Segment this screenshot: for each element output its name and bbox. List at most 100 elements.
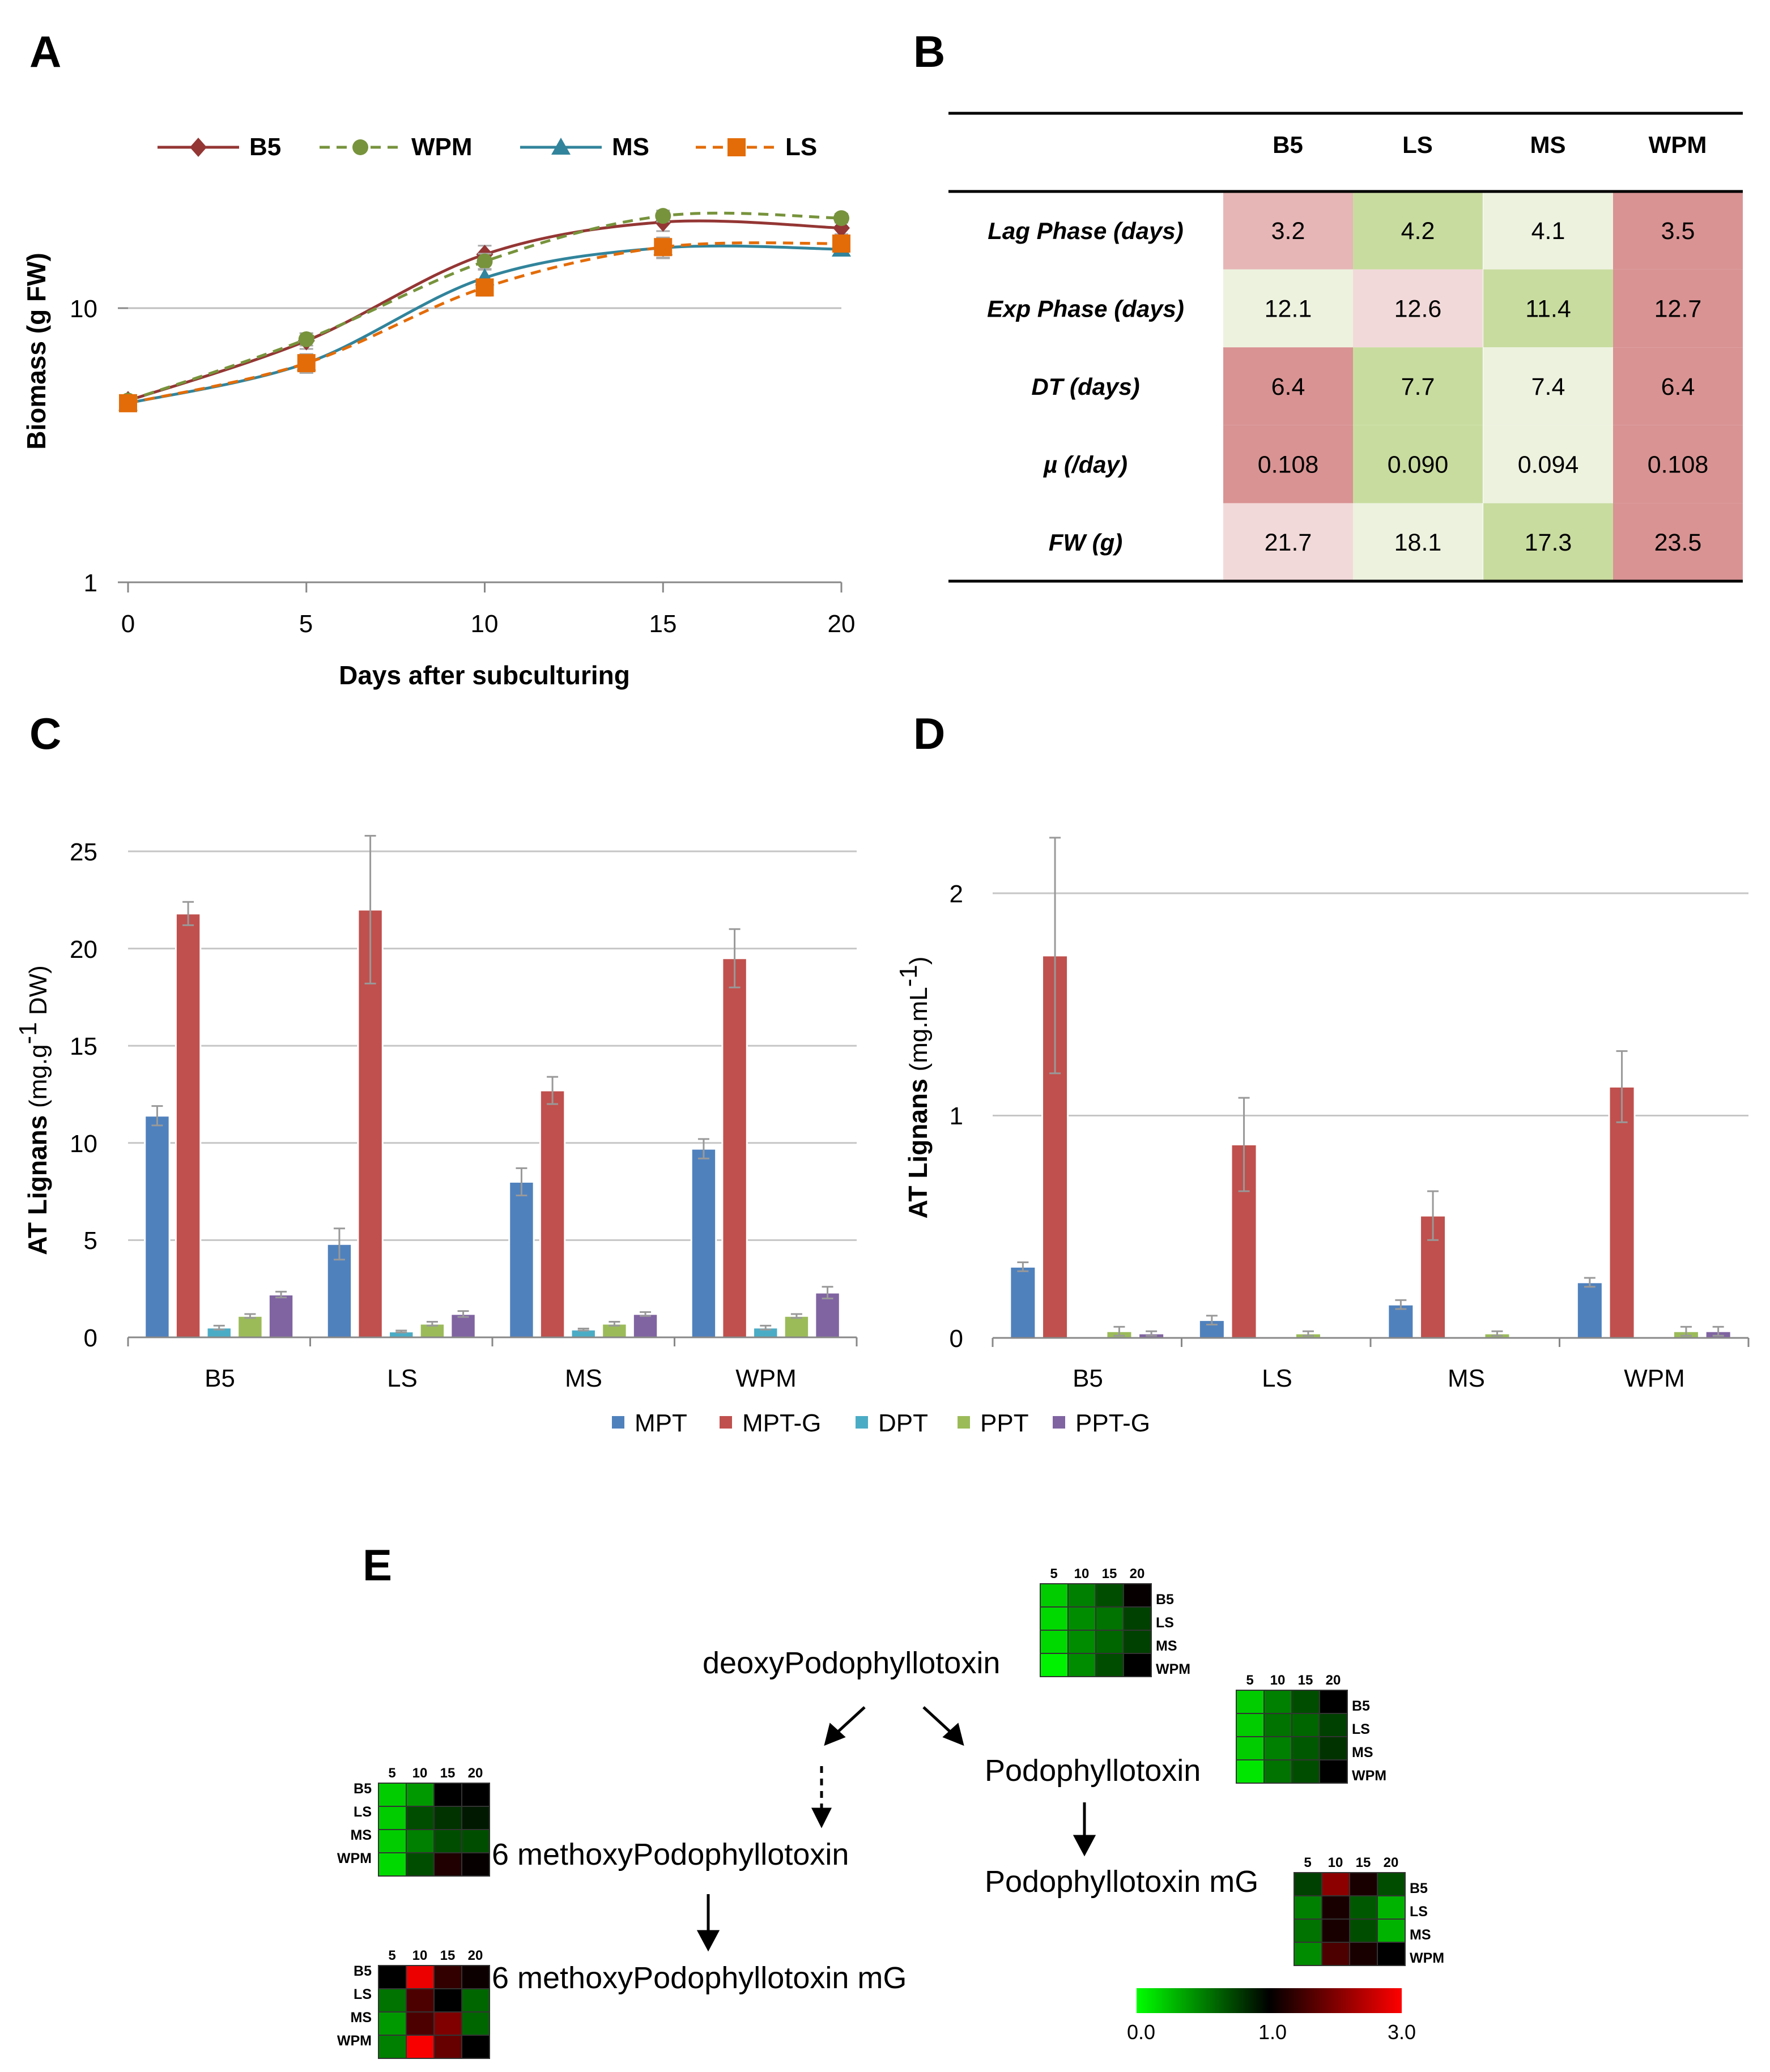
table-cell <box>1613 269 1743 348</box>
heatmap-col-label: 15 <box>1356 1855 1371 1870</box>
heatmap-cell <box>433 2035 462 2059</box>
heatmap-cell <box>1067 1653 1096 1677</box>
heatmap-cell <box>1294 1942 1322 1966</box>
heatmap-row-label: LS <box>354 1986 372 2002</box>
heatmap-cell <box>461 2011 490 2036</box>
chart-c-ytick: 20 <box>70 936 97 963</box>
compound-deoxypodophyllotoxin: deoxyPodophyllotoxin <box>703 1646 1000 1680</box>
heatmap-pptg <box>1294 1872 1406 1966</box>
heatmap-cell <box>1067 1630 1096 1654</box>
heatmap-row-label: WPM <box>1156 1661 1190 1677</box>
chart-d-bars <box>1009 837 1732 1339</box>
heatmap-row-label: LS <box>1410 1904 1428 1920</box>
heatmap-pptg-labels: 5 10 15 20 B5 LS MS WPM <box>1304 1855 1444 1966</box>
bar-mpt-g <box>539 1089 566 1338</box>
chart-c-x-ticks: B5 LS MS WPM <box>205 1365 797 1392</box>
data-point-ls <box>475 278 494 297</box>
heatmap-cell <box>378 1852 407 1877</box>
heatmap-row-label: MS <box>351 2010 372 2026</box>
heatmap-row-label: LS <box>354 1804 372 1820</box>
chart-d-medium-lignans: B5 LS MS WPM 0 1 2 AT Lignans (mg.mL-1) <box>895 837 1750 1392</box>
bar-ppt <box>237 1315 263 1338</box>
chart-c-y-title: AT Lignans (mg.g-1 DW) <box>14 965 52 1255</box>
chart-a-xtick: 5 <box>299 610 313 638</box>
heatmap-cell <box>406 1965 435 1989</box>
legend-label-wpm: WPM <box>411 133 473 161</box>
heatmap-cell <box>433 1852 462 1877</box>
heatmap-cell <box>1040 1606 1069 1631</box>
heatmap-row-label: B5 <box>1352 1698 1370 1714</box>
color-scale-min-label: 0.0 <box>1127 2020 1155 2044</box>
heatmap-col-label: 20 <box>468 1766 483 1781</box>
table-row-label: Exp Phase (days) <box>987 295 1184 322</box>
heatmap-cell <box>1291 1759 1320 1784</box>
heatmap-cell <box>1123 1630 1152 1654</box>
legend-marker-ls <box>727 138 746 156</box>
heatmap-cell <box>1123 1606 1152 1631</box>
heatmap-cell <box>1236 1713 1265 1737</box>
heatmap-cell <box>1040 1630 1069 1654</box>
heatmap-cell <box>1095 1630 1124 1654</box>
growth-parameter-table: B5 LS MS WPM Lag Phase (days) 3.2 4.2 4.1 3.… <box>948 112 1743 583</box>
legend-swatch-ppt <box>958 1416 970 1429</box>
table-cell <box>1483 191 1613 270</box>
chart-d-y-title: AT Lignans (mg.mL-1) <box>895 957 933 1219</box>
chart-c-ytick: 0 <box>84 1324 97 1352</box>
legend-label-dpt: DPT <box>878 1409 928 1437</box>
table-cell <box>1613 191 1743 270</box>
table-cell <box>1353 269 1483 348</box>
table-cell <box>1613 503 1743 581</box>
chart-a-growth-curves: 0 5 10 15 20 1 10 Days after subculturin… <box>22 133 855 690</box>
compound-podophyllotoxin: Podophyllotoxin <box>985 1754 1201 1788</box>
heatmap-mptg <box>378 1965 490 2059</box>
heatmap-cell <box>406 1988 435 2013</box>
bar-mpt-g <box>721 957 748 1338</box>
heatmap-col-label: 15 <box>440 1948 456 1963</box>
table-col-header-ls: LS <box>1402 131 1433 158</box>
heatmap-cell <box>378 2035 407 2059</box>
bar-mpt <box>690 1148 717 1338</box>
chart-d-x-ticks: B5 LS MS WPM <box>1073 1365 1685 1392</box>
heatmap-col-label: 5 <box>388 1766 395 1781</box>
heatmap-cell <box>1349 1918 1378 1943</box>
chart-c-y-ticks: 0 5 10 15 20 25 <box>70 838 97 1352</box>
heatmap-cell <box>406 2011 435 2036</box>
heatmap-cell <box>1291 1736 1320 1760</box>
legend-marker-ms <box>551 138 571 155</box>
heatmap-cells <box>378 1583 1406 2059</box>
table-cell-value: 11.4 <box>1525 295 1571 322</box>
chart-a-xtick: 20 <box>828 610 856 638</box>
chart-a-xtick: 15 <box>649 610 677 638</box>
table-cell <box>1483 503 1613 581</box>
table-cell-value: 6.4 <box>1271 373 1305 400</box>
chart-d-xtick: LS <box>1262 1365 1292 1392</box>
heatmap-cell <box>1095 1606 1124 1631</box>
heatmap-col-label: 10 <box>1328 1855 1343 1870</box>
heatmap-cell <box>1291 1713 1320 1737</box>
heatmap-col-label: 20 <box>468 1948 483 1963</box>
heatmap-cell <box>1319 1690 1348 1714</box>
arrow-dpt-to-mpt <box>835 1706 866 1734</box>
heatmap-col-label: 10 <box>1074 1566 1090 1581</box>
heatmap-cell <box>1319 1736 1348 1760</box>
heatmap-row-label: B5 <box>354 1963 372 1979</box>
series-line-wpm <box>127 211 842 402</box>
heatmap-cell <box>1349 1872 1378 1896</box>
heatmap-ppt-labels: 5 10 15 20 B5 LS MS WPM <box>1246 1673 1386 1784</box>
table-row-label: Lag Phase (days) <box>988 218 1183 244</box>
table-col-header-ms: MS <box>1530 131 1566 158</box>
table-cell-value: 7.7 <box>1401 373 1435 400</box>
heatmap-col-label: 5 <box>1050 1566 1057 1581</box>
series-ls <box>119 235 850 412</box>
legend-label-ppt-g: PPT-G <box>1075 1409 1150 1437</box>
heatmap-cell <box>1377 1895 1406 1920</box>
panel-label-d: D <box>913 709 945 758</box>
table-col-header-wpm: WPM <box>1649 131 1707 158</box>
heatmap-cell <box>1095 1583 1124 1608</box>
chart-d-ytick: 2 <box>950 880 963 908</box>
table-col-header-b5: B5 <box>1273 131 1303 158</box>
heatmap-cell <box>1263 1736 1292 1760</box>
legend-marker-b5 <box>190 138 207 157</box>
table-cell <box>1223 425 1353 504</box>
legend-label-mpt-g: MPT-G <box>742 1409 821 1437</box>
